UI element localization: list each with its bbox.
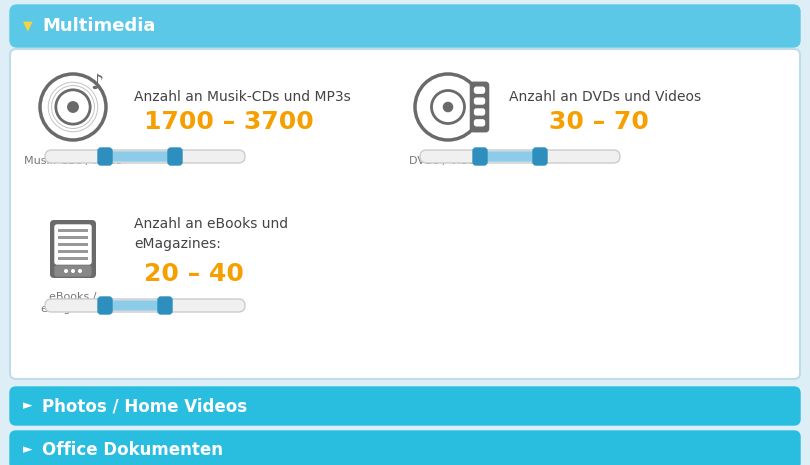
Circle shape <box>71 269 75 273</box>
FancyBboxPatch shape <box>420 150 620 163</box>
Circle shape <box>78 269 82 273</box>
Circle shape <box>64 269 68 273</box>
FancyBboxPatch shape <box>480 152 540 161</box>
FancyBboxPatch shape <box>50 220 96 278</box>
Text: ▼: ▼ <box>23 20 33 33</box>
FancyBboxPatch shape <box>158 297 172 314</box>
FancyBboxPatch shape <box>10 431 800 465</box>
Bar <box>58 236 88 239</box>
Text: Anzahl an Musik-CDs und MP3s: Anzahl an Musik-CDs und MP3s <box>134 90 351 104</box>
Text: 1700 – 3700: 1700 – 3700 <box>144 110 313 134</box>
FancyBboxPatch shape <box>105 152 175 161</box>
Text: eBooks /
eMagazines: eBooks / eMagazines <box>40 292 106 313</box>
FancyBboxPatch shape <box>475 98 484 104</box>
Text: ►: ► <box>23 444 33 457</box>
FancyBboxPatch shape <box>55 225 91 264</box>
Bar <box>58 250 88 252</box>
Bar <box>58 243 88 246</box>
Text: Anzahl an eBooks und
eMagazines:: Anzahl an eBooks und eMagazines: <box>134 217 288 251</box>
FancyBboxPatch shape <box>98 297 112 314</box>
Text: ►: ► <box>23 399 33 412</box>
FancyBboxPatch shape <box>533 148 547 165</box>
Text: 20 – 40: 20 – 40 <box>144 262 244 286</box>
FancyBboxPatch shape <box>10 5 800 47</box>
FancyBboxPatch shape <box>10 387 800 425</box>
FancyBboxPatch shape <box>168 148 182 165</box>
Text: Office Dokumenten: Office Dokumenten <box>42 441 223 459</box>
Bar <box>58 229 88 232</box>
FancyBboxPatch shape <box>471 82 488 132</box>
Circle shape <box>67 101 79 113</box>
FancyBboxPatch shape <box>45 150 245 163</box>
Text: Musik-CDs / MP3s: Musik-CDs / MP3s <box>24 156 122 166</box>
FancyBboxPatch shape <box>10 49 800 379</box>
Text: Photos / Home Videos: Photos / Home Videos <box>42 397 247 415</box>
FancyBboxPatch shape <box>55 266 91 276</box>
FancyBboxPatch shape <box>475 109 484 115</box>
Bar <box>58 257 88 259</box>
FancyBboxPatch shape <box>475 87 484 93</box>
Text: DVDs / Videos: DVDs / Videos <box>409 156 487 166</box>
Text: ♪: ♪ <box>90 73 104 93</box>
FancyBboxPatch shape <box>473 148 487 165</box>
Text: Multimedia: Multimedia <box>42 17 156 35</box>
FancyBboxPatch shape <box>45 299 245 312</box>
Text: 30 – 70: 30 – 70 <box>549 110 649 134</box>
Circle shape <box>443 102 454 112</box>
FancyBboxPatch shape <box>98 148 112 165</box>
Text: Anzahl an DVDs und Videos: Anzahl an DVDs und Videos <box>509 90 701 104</box>
FancyBboxPatch shape <box>475 120 484 126</box>
FancyBboxPatch shape <box>105 301 165 310</box>
